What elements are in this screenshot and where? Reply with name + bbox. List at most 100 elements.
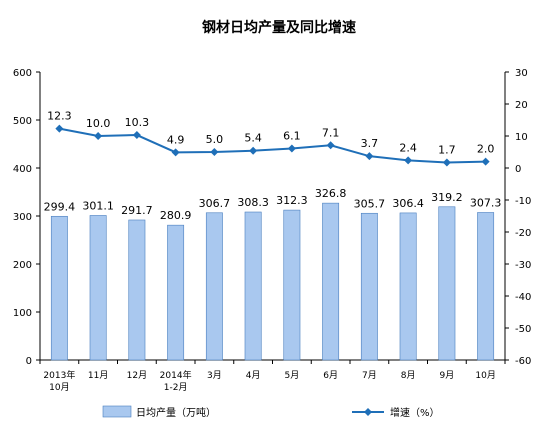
legend-bar-label: 日均产量（万吨）: [136, 406, 216, 419]
line-point-marker: [132, 131, 141, 140]
bar-data-label: 307.3: [470, 196, 502, 209]
left-tick-label: 100: [13, 308, 32, 319]
bar: [283, 209, 301, 361]
x-tick-label: 2014年 1-2月: [160, 369, 192, 393]
bar: [205, 212, 223, 361]
right-tick-label: 0: [515, 164, 521, 175]
left-tick-label: 300: [13, 212, 32, 223]
left-tick-label: 500: [13, 116, 32, 127]
bar: [244, 211, 262, 361]
bar: [322, 202, 340, 361]
x-tick-label: 7月: [362, 370, 377, 381]
right-tick-label: -40: [515, 292, 531, 303]
x-tick-label: 10月: [475, 370, 495, 381]
line-point-marker: [94, 132, 103, 140]
x-tick-label: 4月: [246, 370, 261, 381]
bar: [128, 219, 146, 361]
line-data-label: 1.7: [438, 144, 456, 157]
x-tick-label-line: 2013年: [43, 369, 75, 381]
right-tick-label: -20: [515, 228, 531, 239]
bar-data-label: 308.3: [237, 196, 269, 209]
line-data-label: 2.0: [477, 143, 495, 156]
x-tick-label: 9月: [440, 370, 455, 381]
line-point-marker: [326, 141, 335, 150]
left-tick-label: 200: [13, 260, 32, 271]
line-data-label: 12.3: [47, 110, 72, 123]
x-tick-label: 8月: [401, 370, 416, 381]
bar: [399, 212, 417, 361]
bar: [438, 206, 456, 361]
line-point-marker: [171, 148, 180, 157]
bar-data-label: 326.8: [315, 187, 347, 200]
x-tick-label-line: 10月: [475, 370, 495, 381]
bar: [360, 212, 378, 361]
growth-line: [59, 127, 486, 164]
legend-bar-swatch: [102, 405, 132, 418]
x-tick-label-line: 3月: [207, 370, 222, 381]
line-point-marker: [210, 148, 219, 156]
bar: [50, 215, 68, 361]
line-data-label: 6.1: [283, 129, 301, 142]
bar: [477, 212, 495, 361]
right-tick-label: 20: [515, 100, 528, 111]
x-tick-label-line: 2014年: [160, 369, 192, 381]
left-tick-label: 400: [13, 164, 32, 175]
line-data-label: 10.0: [86, 117, 111, 130]
right-tick-label: 10: [515, 132, 528, 143]
chart-title: 钢材日均产量及同比增速: [202, 19, 356, 36]
left-tick-label: 0: [26, 356, 32, 367]
legend: 日均产量（万吨） 增速（%）: [102, 405, 440, 419]
line-point-marker: [404, 156, 413, 165]
x-tick-label-line: 4月: [246, 370, 261, 381]
line-series: 12.3 10.0 10.3 4.9 5.0 5.4 6.1 7.1 3.7 2.4 1.7 2.0: [47, 110, 494, 167]
bar-data-label: 305.7: [354, 197, 386, 210]
line-point-marker: [365, 152, 374, 161]
line-point-marker: [442, 158, 451, 167]
x-tick-label-line: 8月: [401, 370, 416, 381]
x-tick-label-line: 6月: [323, 370, 338, 381]
bar-data-label: 301.1: [82, 199, 114, 212]
bar-data-label: 312.3: [276, 194, 308, 207]
x-tick-label-line: 11月: [88, 370, 108, 381]
line-data-label: 4.9: [167, 133, 185, 146]
legend-line-label: 增速（%）: [390, 406, 440, 419]
x-tick-label: 5月: [285, 370, 300, 381]
x-tick-label-line: 1-2月: [164, 382, 188, 393]
x-tick-label-line: 12月: [127, 370, 147, 381]
right-tick-label: -60: [515, 356, 531, 367]
line-point-marker: [249, 146, 258, 155]
line-point-marker: [481, 157, 490, 166]
bar: [167, 224, 185, 361]
bar-data-label: 291.7: [121, 204, 153, 217]
bar-data-label: 280.9: [160, 209, 192, 222]
bar-series: 299.4 301.1 291.7 280.9 306.7 308.3 312.3 326.8…: [44, 187, 502, 361]
right-tick-label: 30: [515, 68, 528, 79]
x-tick-label: 6月: [323, 370, 338, 381]
line-data-label: 5.4: [244, 132, 262, 145]
right-tick-label: -50: [515, 324, 531, 335]
right-tick-label: -30: [515, 260, 531, 271]
x-tick-label-line: 7月: [362, 370, 377, 381]
bar-data-label: 306.4: [392, 197, 424, 210]
x-tick-label: 11月: [88, 370, 108, 381]
x-tick-label: 12月: [127, 370, 147, 381]
line-point-marker: [287, 144, 296, 153]
x-tick-label-line: 10月: [49, 382, 69, 393]
line-data-label: 2.4: [399, 141, 417, 154]
line-data-label: 3.7: [361, 137, 379, 150]
line-data-label: 10.3: [125, 116, 150, 129]
x-tick-label: 3月: [207, 370, 222, 381]
right-tick-label: -10: [515, 196, 531, 207]
bar-data-label: 319.2: [431, 191, 463, 204]
x-tick-label: 2013年 10月: [43, 369, 75, 393]
bar: [89, 215, 107, 361]
line-point-marker: [55, 124, 64, 133]
bar-data-label: 306.7: [199, 197, 231, 210]
x-tick-label-line: 5月: [285, 370, 300, 381]
bar-data-label: 299.4: [44, 200, 76, 213]
x-tick-label-line: 9月: [440, 370, 455, 381]
line-data-label: 7.1: [322, 126, 340, 139]
axes-group: 0 100 200 300 400 500 600 -60 -50 -40 -30 -20 -10 0 10…: [13, 68, 531, 393]
